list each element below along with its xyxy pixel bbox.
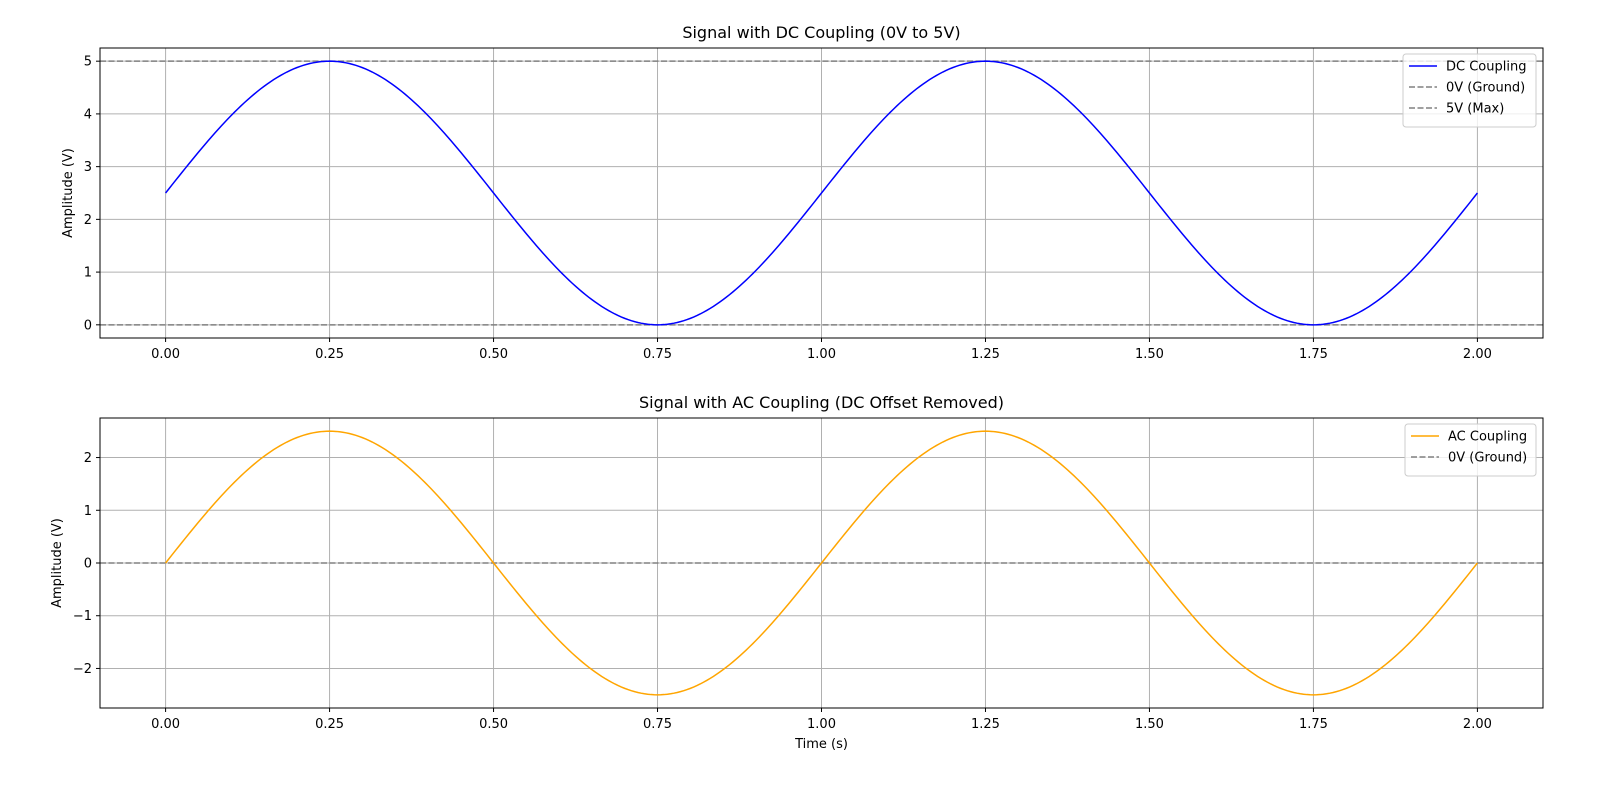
x-axis-label: Time (s) bbox=[794, 737, 848, 752]
legend-label-dc-coupling: DC Coupling bbox=[1446, 60, 1526, 75]
y-tick-label-2: 0 bbox=[84, 557, 92, 572]
x-tick-label-0: 0.00 bbox=[151, 347, 180, 362]
y-tick-label-1: 1 bbox=[84, 266, 92, 281]
x-tick-label-1: 0.25 bbox=[315, 347, 344, 362]
legend-label-ac-coupling: AC Coupling bbox=[1448, 430, 1527, 445]
x-tick-label-0: 0.00 bbox=[151, 717, 180, 732]
legend: DC Coupling 0V (Ground) 5V (Max) bbox=[1402, 53, 1537, 128]
x-tick-label-2: 0.50 bbox=[479, 347, 508, 362]
y-tick-label-0: −2 bbox=[73, 662, 92, 677]
y-tick-label-3: 1 bbox=[84, 504, 92, 519]
legend: AC Coupling 0V (Ground) bbox=[1404, 423, 1537, 477]
x-tick-label-5: 1.25 bbox=[971, 717, 1000, 732]
y-tick-label-1: −1 bbox=[73, 609, 92, 624]
chart-title: Signal with AC Coupling (DC Offset Remov… bbox=[639, 393, 1004, 412]
x-tick-label-4: 1.00 bbox=[807, 347, 836, 362]
legend-box bbox=[1404, 423, 1537, 477]
y-axis-label: Amplitude (V) bbox=[50, 518, 65, 608]
x-tick-label-2: 0.50 bbox=[479, 717, 508, 732]
series-line-dc-coupling bbox=[165, 60, 1478, 326]
legend-label-5v-max: 5V (Max) bbox=[1446, 102, 1504, 117]
y-tick-label-4: 2 bbox=[84, 451, 92, 466]
x-tick-label-6: 1.50 bbox=[1135, 347, 1164, 362]
chart-ac-coupling: 0.00 0.25 0.50 0.75 1.00 1.25 1.50 1.75 2.00 −2 −1… bbox=[50, 393, 1544, 752]
x-tick-label-5: 1.25 bbox=[971, 347, 1000, 362]
chart-title: Signal with DC Coupling (0V to 5V) bbox=[682, 23, 960, 42]
x-tick-label-3: 0.75 bbox=[643, 347, 672, 362]
chart-dc-coupling: 0.00 0.25 0.50 0.75 1.00 1.25 1.50 1.75 2.00 0 1 2 3… bbox=[61, 23, 1544, 362]
legend-label-0v-ground: 0V (Ground) bbox=[1446, 81, 1525, 96]
y-tick-label-3: 3 bbox=[84, 160, 92, 175]
x-tick-label-7: 1.75 bbox=[1299, 717, 1328, 732]
y-tick-label-2: 2 bbox=[84, 213, 92, 228]
x-tick-label-6: 1.50 bbox=[1135, 717, 1164, 732]
y-axis-label: Amplitude (V) bbox=[61, 148, 76, 238]
y-tick-label-4: 4 bbox=[84, 107, 92, 122]
legend-label-0v-ground: 0V (Ground) bbox=[1448, 451, 1527, 466]
x-tick-label-1: 0.25 bbox=[315, 717, 344, 732]
x-tick-label-8: 2.00 bbox=[1463, 717, 1492, 732]
y-tick-label-5: 5 bbox=[84, 55, 92, 70]
x-tick-label-8: 2.00 bbox=[1463, 347, 1492, 362]
x-tick-label-3: 0.75 bbox=[643, 717, 672, 732]
y-tick-label-0: 0 bbox=[84, 318, 92, 333]
x-tick-label-4: 1.00 bbox=[807, 717, 836, 732]
x-tick-label-7: 1.75 bbox=[1299, 347, 1328, 362]
series-line-ac-coupling bbox=[165, 430, 1478, 696]
